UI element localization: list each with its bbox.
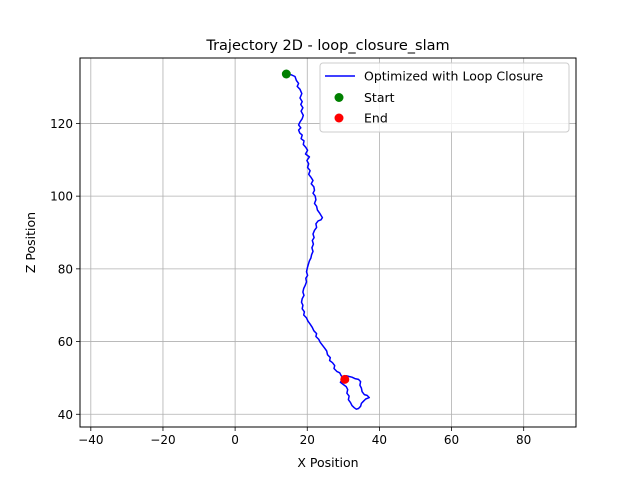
- legend: Optimized with Loop Closure Start End: [319, 62, 570, 133]
- x-tick-label: 80: [516, 433, 531, 447]
- axes-frame: [79, 57, 577, 428]
- legend-start-marker: [334, 93, 344, 102]
- grid: [80, 58, 576, 427]
- chart-title: Trajectory 2D - loop_closure_slam: [205, 38, 449, 54]
- y-tick-label: 100: [50, 190, 73, 204]
- y-tick-label: 40: [58, 408, 73, 422]
- start-marker: [281, 69, 291, 79]
- legend-label-optimized: Optimized with Loop Closure: [364, 69, 544, 84]
- y-tick-label: 120: [50, 117, 73, 131]
- x-axis-label: X Position: [297, 455, 358, 470]
- end-marker: [340, 374, 350, 384]
- x-tick-label: −20: [150, 433, 175, 447]
- x-tick-label: 20: [300, 433, 315, 447]
- legend-label-start: Start: [364, 90, 395, 105]
- x-tick-label: 0: [231, 433, 239, 447]
- y-tick-label: 60: [58, 335, 73, 349]
- y-tick-label: 80: [58, 262, 73, 276]
- legend-box: [319, 62, 570, 133]
- x-tick-label: 40: [372, 433, 387, 447]
- trajectory-line: [286, 73, 371, 410]
- x-tick-label: 60: [444, 433, 459, 447]
- y-axis-label: Z Position: [23, 212, 38, 273]
- plot-area: [281, 69, 371, 410]
- axis-ticks: −40 −20 0 20 40 60 80 40 60 80 100 120: [50, 117, 531, 447]
- x-tick-label: −40: [78, 433, 103, 447]
- legend-end-marker: [334, 113, 344, 123]
- legend-label-end: End: [364, 111, 388, 126]
